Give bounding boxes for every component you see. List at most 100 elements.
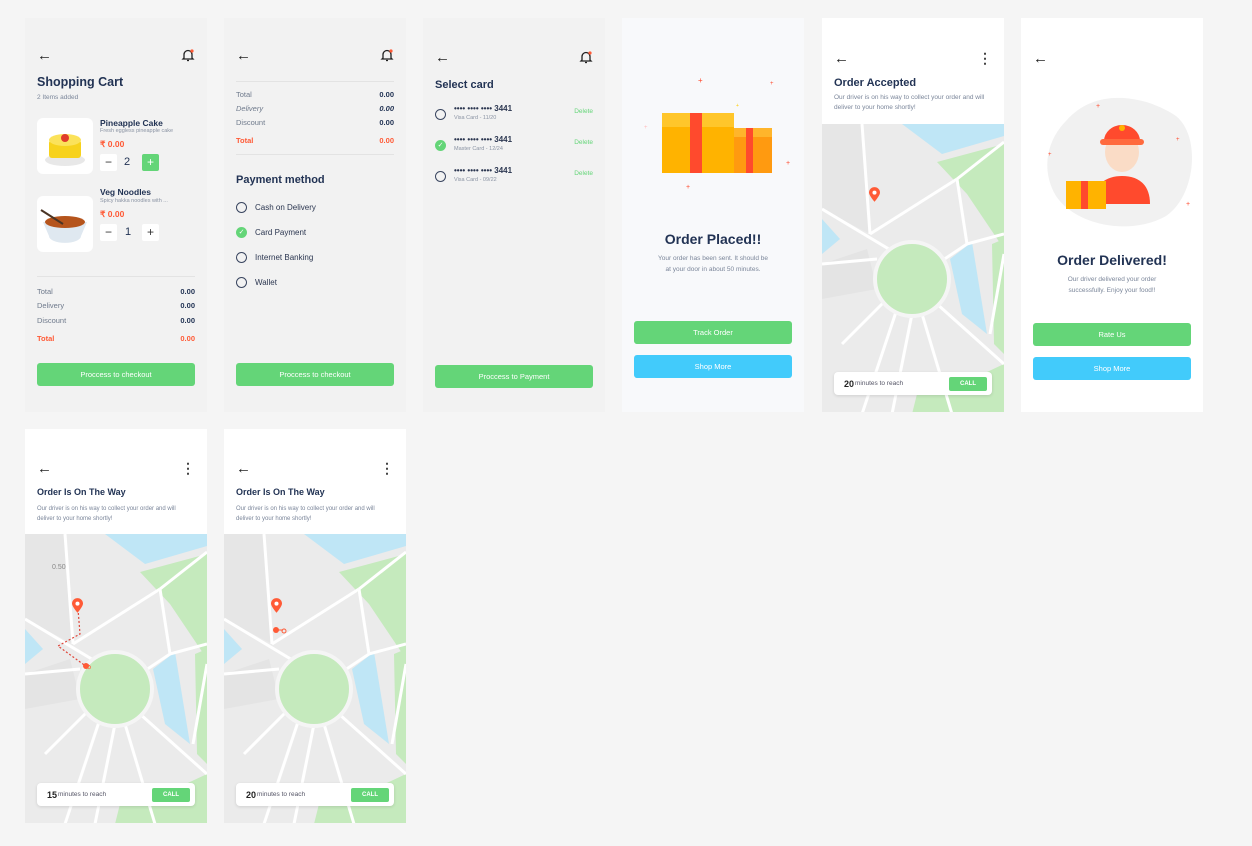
map-region bbox=[339, 554, 406, 659]
map-road bbox=[390, 663, 406, 745]
back-arrow-icon[interactable]: ← bbox=[236, 460, 251, 477]
back-arrow-icon[interactable]: ← bbox=[834, 50, 849, 67]
increase-qty-button[interactable]: + bbox=[142, 224, 159, 241]
map-road bbox=[271, 587, 360, 646]
map-road bbox=[224, 667, 280, 676]
option-label[interactable]: Cash on Delivery bbox=[255, 203, 316, 212]
map-road bbox=[840, 297, 889, 346]
shop-more-button[interactable]: Shop More bbox=[1033, 357, 1191, 380]
call-button[interactable]: CALL bbox=[152, 787, 190, 802]
page-title: Select card bbox=[435, 79, 494, 91]
radio-cash[interactable] bbox=[236, 202, 247, 213]
page-title: Order Is On The Way bbox=[236, 487, 325, 497]
map-road bbox=[138, 712, 207, 776]
decrease-qty-button[interactable]: − bbox=[100, 154, 117, 171]
map[interactable] bbox=[25, 534, 207, 823]
delete-card-link[interactable]: Delete bbox=[574, 108, 593, 115]
more-options-icon[interactable]: ⋮ bbox=[181, 460, 195, 476]
map-road bbox=[242, 707, 291, 756]
radio-wallet[interactable] bbox=[236, 277, 247, 288]
map-park-circle bbox=[873, 240, 951, 318]
page-title: Order Delivered! bbox=[1057, 252, 1167, 268]
map-road bbox=[988, 253, 1004, 335]
option-label[interactable]: Wallet bbox=[255, 278, 277, 287]
call-button[interactable]: CALL bbox=[351, 787, 389, 802]
eta-card: 20 minutes to reach CALL bbox=[834, 372, 992, 395]
map-region bbox=[950, 242, 987, 334]
map-region bbox=[822, 219, 840, 254]
map[interactable] bbox=[224, 534, 406, 823]
map-road bbox=[358, 550, 406, 591]
card-number: •••• •••• •••• 3441 bbox=[454, 104, 513, 113]
svg-text:+: + bbox=[644, 125, 648, 131]
map-road bbox=[224, 617, 300, 666]
item-qty: 2 bbox=[124, 156, 131, 168]
total-row: Total 0.00 bbox=[37, 287, 195, 296]
increase-qty-button[interactable]: + bbox=[142, 154, 159, 171]
page-title: Order Placed!! bbox=[664, 231, 762, 247]
map-road bbox=[860, 124, 872, 235]
map-road bbox=[322, 723, 356, 823]
shop-more-button[interactable]: Shop More bbox=[634, 355, 792, 378]
location-pin-icon bbox=[869, 187, 880, 202]
checkout-button[interactable]: Proccess to checkout bbox=[236, 363, 394, 386]
rate-us-button[interactable]: Rate Us bbox=[1033, 323, 1191, 346]
route-line: ꝺ bbox=[56, 608, 91, 671]
divider bbox=[236, 81, 394, 82]
card-radio[interactable] bbox=[435, 109, 446, 120]
more-options-icon[interactable]: ⋮ bbox=[380, 460, 394, 476]
map-road bbox=[93, 723, 117, 823]
item-desc: Spicy hakka noodles with ... bbox=[100, 198, 168, 204]
delete-card-link[interactable]: Delete bbox=[574, 139, 593, 146]
map-road bbox=[822, 257, 878, 266]
map[interactable] bbox=[822, 124, 1004, 412]
back-arrow-icon[interactable]: ← bbox=[236, 47, 251, 64]
map-road bbox=[43, 707, 92, 756]
radio-card-selected[interactable]: ✓ bbox=[236, 227, 247, 238]
item-price: ₹ 0.00 bbox=[100, 139, 125, 149]
option-label[interactable]: Internet Banking bbox=[255, 253, 314, 262]
location-pin-icon bbox=[271, 598, 282, 613]
option-label[interactable]: Card Payment bbox=[255, 228, 307, 237]
map-road bbox=[63, 718, 102, 823]
svg-text:+: + bbox=[1186, 201, 1190, 208]
call-button[interactable]: CALL bbox=[949, 376, 987, 391]
page-title: Order Is On The Way bbox=[37, 487, 126, 497]
map-road bbox=[861, 308, 899, 412]
message-line-2: deliver to your home shortly! bbox=[37, 516, 113, 522]
card-radio[interactable] bbox=[435, 171, 446, 182]
back-arrow-icon[interactable]: ← bbox=[37, 460, 52, 477]
decrease-qty-button[interactable]: − bbox=[100, 224, 117, 241]
bell-icon[interactable] bbox=[380, 48, 394, 62]
back-arrow-icon[interactable]: ← bbox=[37, 47, 52, 64]
message-line-1: Our driver is on his way to collect your… bbox=[37, 506, 176, 512]
message-line-2: at your door in about 50 minutes. bbox=[665, 266, 761, 273]
map-region bbox=[153, 652, 190, 744]
map-road bbox=[869, 177, 958, 236]
map-road bbox=[72, 587, 161, 646]
track-order-button[interactable]: Track Order bbox=[634, 321, 792, 344]
bell-icon[interactable] bbox=[579, 50, 593, 64]
delete-card-link[interactable]: Delete bbox=[574, 170, 593, 177]
more-options-icon[interactable]: ⋮ bbox=[978, 50, 992, 66]
proceed-payment-button[interactable]: Proccess to Payment bbox=[435, 365, 593, 388]
message-line-2: deliver to your home shortly! bbox=[236, 516, 312, 522]
card-radio[interactable]: ✓ bbox=[435, 140, 446, 151]
screen-shopping-cart: ← Shopping Cart 2 Items added Pineapple … bbox=[25, 18, 207, 412]
svg-text:ꝺ: ꝺ bbox=[87, 663, 91, 671]
map-region bbox=[25, 534, 73, 644]
back-arrow-icon[interactable]: ← bbox=[1033, 50, 1048, 67]
screen-order-accepted: ← ⋮ Order Accepted Our driver is on his … bbox=[822, 18, 1004, 412]
scooter-icon bbox=[273, 627, 287, 634]
svg-text:+: + bbox=[1176, 137, 1180, 143]
section-title: Payment method bbox=[236, 174, 325, 186]
grand-total-row: Total 0.00 bbox=[37, 334, 195, 343]
card-number: •••• •••• •••• 3441 bbox=[454, 135, 513, 144]
map-road bbox=[25, 617, 101, 666]
bell-icon[interactable] bbox=[181, 48, 195, 62]
radio-internet-banking[interactable] bbox=[236, 252, 247, 263]
map-region bbox=[105, 534, 207, 564]
checkout-button[interactable]: Proccess to checkout bbox=[37, 363, 195, 386]
screen-order-on-the-way-2: ← ⋮ Order Is On The Way Our driver is on… bbox=[224, 429, 406, 823]
back-arrow-icon[interactable]: ← bbox=[435, 49, 450, 66]
